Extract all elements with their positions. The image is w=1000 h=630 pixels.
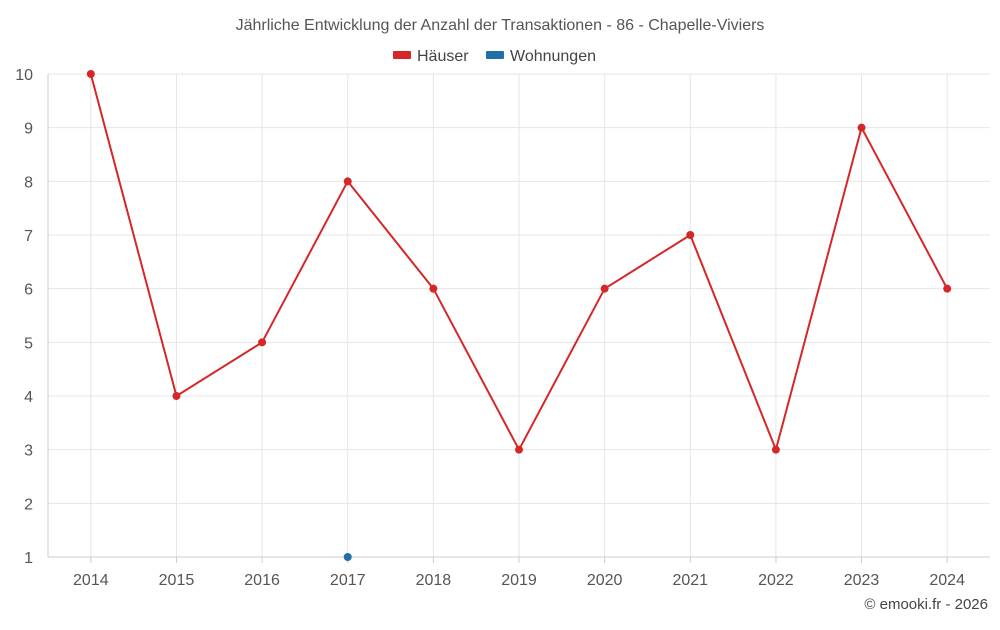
legend-item-wohnungen[interactable]: Wohnungen (486, 48, 596, 65)
data-point-haeuser-2022[interactable] (771, 445, 780, 454)
data-point-haeuser-2024[interactable] (943, 284, 952, 293)
data-point-haeuser-2015[interactable] (172, 392, 181, 400)
legend-swatch-wohnungen (486, 51, 504, 59)
legend-item-haeuser[interactable]: Häuser (393, 48, 469, 65)
data-point-wohnungen-2017[interactable] (343, 553, 352, 561)
x-tick-label: 2021 (672, 572, 708, 589)
x-tick-label: 2015 (159, 572, 195, 589)
y-tick-label: 7 (24, 228, 33, 245)
chart-title: Jährliche Entwicklung der Anzahl der Tra… (236, 17, 765, 34)
x-tick-label: 2014 (73, 572, 109, 589)
legend: Häuser Wohnungen (393, 48, 596, 65)
credit-text: © emooki.fr - 2026 (864, 596, 988, 613)
x-tick-label: 2023 (844, 572, 880, 589)
data-point-haeuser-2018[interactable] (429, 284, 438, 293)
data-point-haeuser-2020[interactable] (600, 284, 609, 293)
series-wohnungen (343, 553, 352, 561)
x-tick-label: 2016 (244, 572, 280, 589)
x-tick-label: 2022 (758, 572, 794, 589)
grid (48, 73, 990, 557)
x-tick-label: 2020 (587, 572, 623, 589)
y-tick-label: 6 (24, 282, 33, 299)
y-tick-label: 1 (24, 550, 33, 567)
y-tick-label: 5 (24, 335, 33, 352)
data-point-haeuser-2021[interactable] (686, 231, 695, 239)
series-haeuser (86, 70, 952, 454)
legend-label-haeuser: Häuser (417, 48, 469, 65)
axes: 1 2 3 4 5 6 7 8 9 10 2014 2015 2016 2017 2018 2019 2020 2… (15, 67, 990, 589)
y-tick-label: 2 (24, 496, 33, 513)
x-tick-label: 2019 (501, 572, 537, 589)
data-point-haeuser-2014[interactable] (86, 70, 95, 78)
y-tick-label: 8 (24, 174, 33, 191)
y-tick-label: 3 (24, 443, 33, 460)
x-tick-label: 2018 (416, 572, 452, 589)
data-point-haeuser-2017[interactable] (343, 177, 352, 186)
y-tick-label: 10 (15, 67, 33, 84)
legend-label-wohnungen: Wohnungen (510, 48, 596, 65)
x-tick-label: 2024 (929, 572, 965, 589)
series-layer (86, 70, 952, 561)
legend-swatch-haeuser (393, 51, 411, 59)
data-point-haeuser-2019[interactable] (515, 445, 523, 454)
x-tick-label: 2017 (330, 572, 366, 589)
y-tick-label: 4 (24, 389, 33, 406)
data-point-haeuser-2023[interactable] (857, 123, 866, 132)
y-tick-label: 9 (24, 121, 33, 138)
data-point-haeuser-2016[interactable] (258, 338, 267, 347)
